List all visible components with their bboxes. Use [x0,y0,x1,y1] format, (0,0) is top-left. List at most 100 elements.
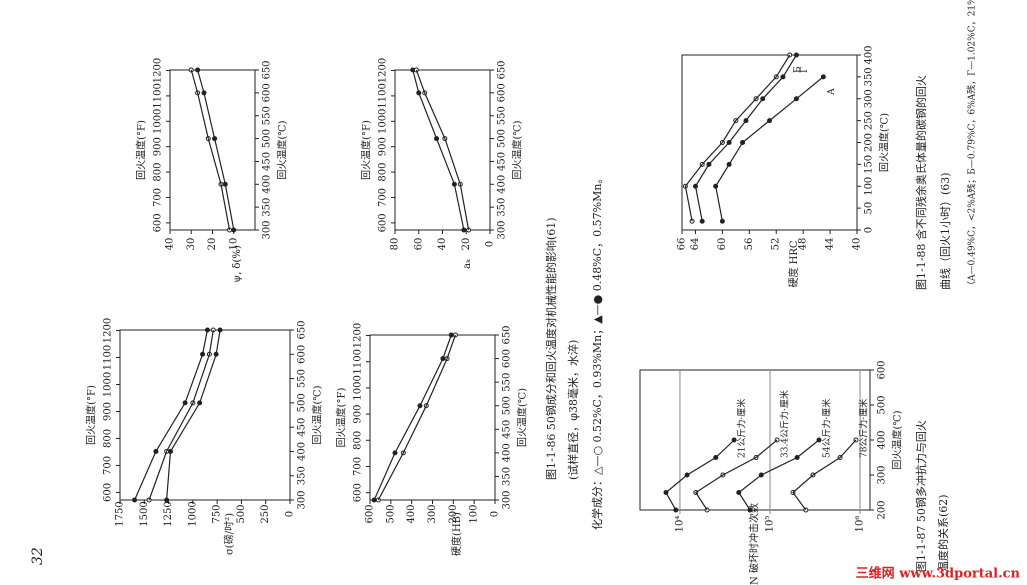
series-label: 33.4公斤力·厘米 [779,390,791,458]
caption: 化学成分：△—○ 0.52%C，0.93%Mn；▲—● 0.48%C，0.57%… [590,173,604,530]
caption: (试样直径，φ38毫米，水淬) [566,340,580,480]
y-tick-label: 1750 [115,501,126,526]
series-label: 54公斤力·厘米 [820,399,832,458]
y-tick-label: 60 [717,238,728,251]
caption: 图1-1-87 50钢多冲抗力与回火 [914,420,928,572]
x2-tick-label: 600 [353,483,364,502]
x-tick-label: 350 [297,466,308,485]
series-line [737,439,820,511]
x-tick-label: 450 [502,420,513,439]
x2-tick-label: 900 [353,405,364,424]
x2-tick-label: 800 [353,431,364,450]
y-tick-label: 60 [413,238,424,251]
x-axis-label: 回火温度(℃) [276,120,289,179]
series-line [694,54,797,222]
x2-tick-label: 600 [153,213,164,232]
y-tick-label: 40 [852,238,863,251]
x-tick-label: 400 [877,430,888,449]
y-tick-label: 600 [365,504,376,523]
y-tick-label: 56 [744,238,755,251]
x-tick-label: 350 [864,67,875,86]
y-tick-label: 30 [186,238,197,251]
caption: 温度的关系(62) [936,494,950,572]
x-axis-label: 回火温度(℃) [511,120,524,179]
x2-tick-label: 800 [153,163,164,182]
x2-tick-label: 900 [378,137,389,156]
x2-tick-label: 900 [103,402,114,421]
x-tick-label: 550 [502,373,513,392]
x2-axis-label: 回火温度(°F) [85,385,98,445]
y-tick-label: 20 [461,238,472,251]
x2-tick-label: 700 [353,457,364,476]
x2-tick-label: 1100 [353,349,364,374]
x-tick-label: 350 [502,467,513,486]
x-tick-label: 550 [262,106,273,125]
y-tick-label: 100 [469,504,480,523]
y-tick-label: 10 [228,238,239,251]
x-axis-label: 回火温度(℃) [891,410,904,469]
x-tick-label: 500 [497,129,508,148]
y-tick-label: 250 [260,504,271,523]
x-tick-label: 100 [864,177,875,196]
y-axis-label: N 破坏时冲击次数 [748,503,761,585]
x-tick-label: 400 [262,175,273,194]
watermark: 三维网 www.3dportal.cn [856,566,1021,582]
x-tick-label: 450 [262,152,273,171]
series-line [373,334,452,501]
y-axis-label: aₖ [462,259,473,269]
x-tick-label: 200 [877,500,888,519]
y-tick-label: 80 [390,238,401,251]
x-tick-label: 650 [297,320,308,339]
x-tick-label: 350 [497,198,508,217]
series-label: Б [793,66,803,73]
x-tick-label: 400 [297,442,308,461]
x-tick-label: 400 [497,175,508,194]
y-tick-label: 300 [427,504,438,523]
x-tick-label: 350 [262,198,273,217]
y-tick-label: 200 [448,504,459,523]
x-tick-label: 450 [497,152,508,171]
series-label: A [827,88,837,96]
y-tick-label: 1000 [187,501,198,526]
y-tick-label: 44 [825,238,836,251]
series-line [190,69,231,231]
x-tick-label: 600 [497,83,508,102]
y-tick-label: 0 [485,241,496,247]
series-label: 21公斤力·厘米 [736,399,748,458]
y-tick-label: 500 [236,504,247,523]
x-tick-label: 650 [497,60,508,79]
x-axis-label: 回火温度(℃) [878,113,891,172]
x-tick-label: 150 [864,155,875,174]
x-tick-label: 500 [877,395,888,414]
y-axis-label: 硬度 HRC [787,240,800,287]
x2-tick-label: 1000 [103,372,114,397]
x-tick-label: 200 [864,133,875,152]
series-line [166,329,221,501]
x-tick-label: 300 [502,490,513,509]
x-tick-label: 300 [877,465,888,484]
y-tick-label: 0 [285,511,296,517]
x2-axis-label: 回火温度(°F) [360,120,373,180]
x-tick-label: 550 [497,106,508,125]
y-tick-label: 40 [165,238,176,251]
x-tick-label: 650 [262,60,273,79]
series-line [197,69,235,231]
x-tick-label: 550 [297,369,308,388]
x2-tick-label: 1000 [353,375,364,400]
y-tick-label: 52 [771,238,782,251]
x2-tick-label: 1200 [378,58,389,83]
y-tick-label: 40 [437,238,448,251]
x2-tick-label: 1200 [103,318,114,343]
caption: 曲线（回火1小时）(63) [938,172,952,290]
x-tick-label: 0 [864,227,875,233]
x-axis-label: 回火温度(℃) [311,385,324,444]
series-line [412,69,465,231]
y-tick-label: 500 [385,504,396,523]
x-tick-label: 300 [262,220,273,239]
series-line [792,439,857,511]
x2-tick-label: 800 [378,163,389,182]
x2-tick-label: 700 [153,188,164,207]
x2-tick-label: 1100 [378,83,389,108]
